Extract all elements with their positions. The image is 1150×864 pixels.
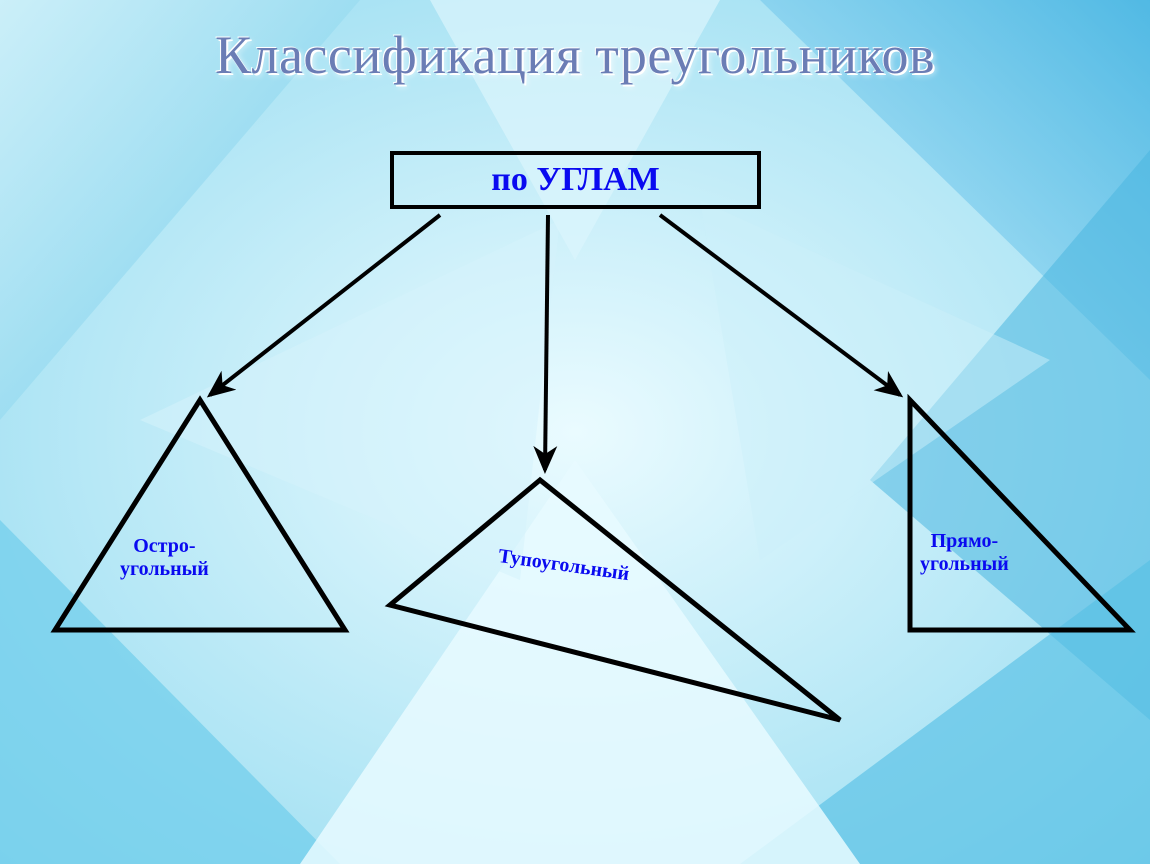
triangle-label-right: Прямо- угольный — [920, 530, 1009, 576]
slide-root: Классификация треугольников по УГЛАМ Ост… — [0, 0, 1150, 864]
triangle-label-acute: Остро- угольный — [120, 535, 209, 581]
background — [0, 0, 1150, 864]
slide-title: Классификация треугольников — [0, 24, 1150, 86]
category-box: по УГЛАМ — [390, 151, 761, 209]
